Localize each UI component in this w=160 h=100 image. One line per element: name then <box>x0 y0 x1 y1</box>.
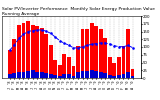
Bar <box>62 54 66 78</box>
Bar <box>76 72 80 78</box>
Bar <box>108 57 112 78</box>
Bar <box>31 70 35 78</box>
Bar <box>8 74 12 78</box>
Bar <box>76 46 80 78</box>
Bar <box>126 72 130 78</box>
Bar <box>17 72 21 78</box>
Bar <box>81 71 84 78</box>
Bar <box>67 74 71 78</box>
Bar <box>94 71 98 78</box>
Bar <box>62 74 66 78</box>
Bar <box>49 45 53 78</box>
Bar <box>44 34 48 78</box>
Bar <box>72 66 75 78</box>
Bar <box>112 76 116 78</box>
Bar <box>90 23 94 78</box>
Bar <box>99 29 103 78</box>
Bar <box>53 75 57 78</box>
Bar <box>35 72 39 78</box>
Bar <box>67 57 71 78</box>
Bar <box>8 50 12 78</box>
Bar <box>108 75 112 78</box>
Bar <box>112 63 116 78</box>
Bar <box>85 71 89 78</box>
Bar <box>103 38 107 78</box>
Bar <box>81 29 84 78</box>
Bar <box>72 76 75 78</box>
Bar <box>53 60 57 78</box>
Bar <box>40 72 44 78</box>
Bar <box>94 26 98 78</box>
Bar <box>22 72 25 78</box>
Text: Solar PV/Inverter Performance  Monthly Solar Energy Production Value Running Ave: Solar PV/Inverter Performance Monthly So… <box>2 7 155 16</box>
Bar <box>40 28 44 78</box>
Bar <box>122 46 125 78</box>
Bar <box>103 73 107 78</box>
Bar <box>131 69 134 78</box>
Bar <box>12 39 16 78</box>
Bar <box>58 76 62 78</box>
Bar <box>122 74 125 78</box>
Bar <box>26 21 30 78</box>
Bar <box>12 73 16 78</box>
Bar <box>44 73 48 78</box>
Bar <box>131 76 134 78</box>
Bar <box>126 29 130 78</box>
Bar <box>90 70 94 78</box>
Bar <box>22 23 25 78</box>
Bar <box>117 75 121 78</box>
Bar <box>49 74 53 78</box>
Bar <box>85 29 89 78</box>
Bar <box>31 25 35 78</box>
Bar <box>99 72 103 78</box>
Bar <box>58 65 62 78</box>
Bar <box>117 57 121 78</box>
Bar <box>17 25 21 78</box>
Bar <box>35 26 39 78</box>
Bar <box>26 71 30 78</box>
